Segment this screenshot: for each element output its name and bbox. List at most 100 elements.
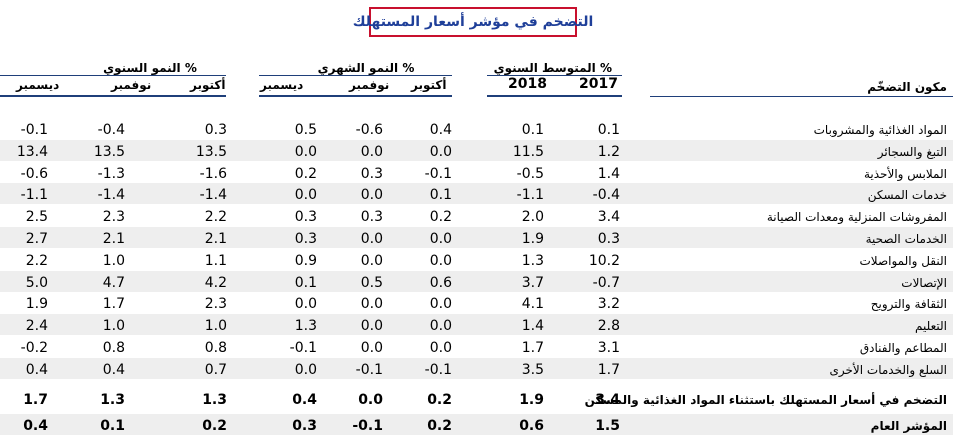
cell-mg-nov: 0.0 (360, 340, 383, 356)
header-monthly-oct: أكتوبر (411, 78, 447, 92)
table-row: 1.7 1.3 1.3 0.4 0.0 0.2 1.9 3.4 التضخم في أسعار … (0, 388, 953, 409)
cell-avg-2018: 1.3 (521, 252, 544, 269)
header-annual-dec: ديسمبر (16, 78, 60, 92)
cell-avg-2018: 1.9 (521, 231, 544, 247)
row-label: الملابس والأحذية (863, 166, 947, 181)
cell-mg-nov: 0.5 (360, 274, 383, 291)
cell-ag-dec: 1.7 (23, 392, 48, 408)
cell-avg-2017: 3.1 (597, 340, 620, 356)
cell-mg-dec: 0.3 (294, 209, 317, 226)
row-label: التضخم في أسعار المستهلك باستثناء المواد… (584, 393, 947, 407)
cell-ag-nov: -1.3 (97, 165, 125, 182)
cell-avg-2017: 1.7 (597, 361, 620, 378)
cell-avg-2017: -0.4 (592, 187, 620, 204)
cell-ag-dec: 5.0 (25, 274, 48, 291)
cell-ag-nov: 0.4 (102, 361, 125, 378)
cell-ag-nov: 1.7 (102, 296, 125, 313)
cell-mg-oct: 0.1 (429, 187, 452, 204)
cell-ag-nov: 2.3 (102, 209, 125, 226)
header-component: مكون التضخّم (867, 80, 947, 94)
table-row: 0.4 0.1 0.2 0.3 -0.1 0.2 0.6 1.5 المؤشر العام (0, 414, 953, 435)
cell-ag-dec: 2.2 (25, 252, 48, 269)
cell-mg-oct: 0.4 (429, 122, 452, 138)
cell-mg-nov: 0.0 (360, 187, 383, 204)
row-label: النقل والمواصلات (859, 253, 948, 268)
group-rule-annual-growth (0, 75, 226, 76)
cell-mg-dec: 0.5 (294, 122, 317, 138)
cell-ag-dec: 2.4 (25, 318, 48, 335)
cell-avg-2018: 3.5 (521, 361, 544, 378)
cell-ag-oct: 0.7 (204, 361, 227, 378)
cell-mg-nov: -0.1 (355, 361, 383, 378)
cell-mg-nov: -0.1 (352, 418, 383, 434)
cell-ag-nov: 0.1 (100, 418, 125, 434)
group-rule-annual-average (487, 75, 622, 76)
row-label: المؤشر العام (870, 419, 947, 433)
cell-mg-dec: -0.1 (289, 340, 317, 356)
cell-mg-oct: 0.0 (429, 340, 452, 356)
cell-mg-oct: 0.0 (429, 296, 452, 313)
cell-ag-oct: 2.1 (204, 231, 227, 247)
cell-ag-nov: 1.0 (102, 252, 125, 269)
cell-ag-nov: 1.0 (102, 318, 125, 335)
cell-mg-nov: -0.6 (355, 122, 383, 138)
cell-avg-2018: 11.5 (512, 143, 544, 160)
cell-ag-dec: 13.4 (16, 143, 48, 160)
cell-avg-2018: 1.9 (519, 392, 544, 408)
header-average-2018: 2018 (508, 76, 547, 92)
cell-ag-dec: -1.1 (20, 187, 48, 204)
cell-ag-nov: -0.4 (97, 122, 125, 138)
cell-ag-dec: 0.4 (25, 361, 48, 378)
cell-avg-2017: 2.8 (597, 318, 620, 335)
cell-ag-nov: 13.5 (93, 143, 125, 160)
cell-ag-nov: 0.8 (102, 340, 125, 356)
group-rule-monthly-growth (259, 75, 452, 76)
cell-ag-dec: 2.7 (25, 231, 48, 247)
group-label-monthly-growth: % النمو الشهري (317, 61, 415, 75)
table-row: 0.4 0.4 0.7 0.0 -0.1 -0.1 3.5 1.7 السلع والخدمات… (0, 357, 953, 379)
header-rule-component (650, 96, 953, 97)
table-row: 2.2 1.0 1.1 0.9 0.0 0.0 1.3 10.2 النقل والمواصلا… (0, 249, 953, 270)
cell-mg-dec: 0.0 (294, 187, 317, 204)
cell-avg-2017: 1.4 (597, 165, 620, 182)
cell-avg-2017: 3.2 (597, 296, 620, 313)
row-label: التعليم (915, 319, 947, 334)
cell-avg-2018: 0.6 (519, 418, 544, 434)
cell-mg-oct: 0.0 (429, 252, 452, 269)
cell-mg-oct: 0.0 (429, 231, 452, 247)
cell-avg-2018: 0.1 (521, 122, 544, 138)
cell-avg-2018: -1.1 (516, 187, 544, 204)
cell-mg-dec: 0.0 (294, 296, 317, 313)
cell-ag-dec: 1.9 (25, 296, 48, 313)
cell-mg-nov: 0.3 (360, 209, 383, 226)
cell-mg-oct: 0.0 (429, 318, 452, 335)
cell-mg-nov: 0.0 (358, 392, 383, 408)
header-rule-annual-average (487, 95, 622, 97)
cell-ag-oct: 13.5 (195, 143, 227, 160)
cell-mg-dec: 1.3 (294, 318, 317, 335)
cell-ag-oct: 2.2 (204, 209, 227, 226)
cell-mg-oct: 0.6 (429, 274, 452, 291)
cell-avg-2017: 0.3 (597, 231, 620, 247)
cell-ag-dec: 2.5 (25, 209, 48, 226)
cell-mg-oct: 0.2 (429, 209, 452, 226)
table-row: -0.1 -0.4 0.3 0.5 -0.6 0.4 0.1 0.1 المواد الغذائ… (0, 118, 953, 139)
cell-ag-oct: 0.8 (204, 340, 227, 356)
header-rule-monthly-growth (259, 95, 452, 97)
cell-avg-2018: -0.5 (516, 165, 544, 182)
header-rule-annual-growth (0, 95, 226, 97)
row-label: المواد الغذائية والمشروبات (813, 123, 947, 137)
group-label-annual-growth: % النمو السنوي (103, 61, 197, 75)
cell-avg-2017: 3.4 (595, 392, 620, 408)
row-label: خدمات المسكن (867, 188, 947, 203)
cell-mg-oct: 0.2 (427, 392, 452, 408)
cell-mg-oct: 0.0 (429, 143, 452, 160)
cell-mg-dec: 0.0 (294, 143, 317, 160)
cell-mg-dec: 0.2 (294, 165, 317, 182)
table-row: 2.5 2.3 2.2 0.3 0.3 0.2 2.0 3.4 المفروشات المنزل… (0, 205, 953, 226)
table-row: 2.4 1.0 1.0 1.3 0.0 0.0 1.4 2.8 التعليم (0, 314, 953, 336)
cell-mg-dec: 0.4 (292, 392, 317, 408)
table-row: -0.6 -1.3 -1.6 0.2 0.3 -0.1 -0.5 1.4 الملابس وال… (0, 162, 953, 183)
cell-ag-oct: 1.0 (204, 318, 227, 335)
cell-avg-2017: 0.1 (597, 122, 620, 138)
